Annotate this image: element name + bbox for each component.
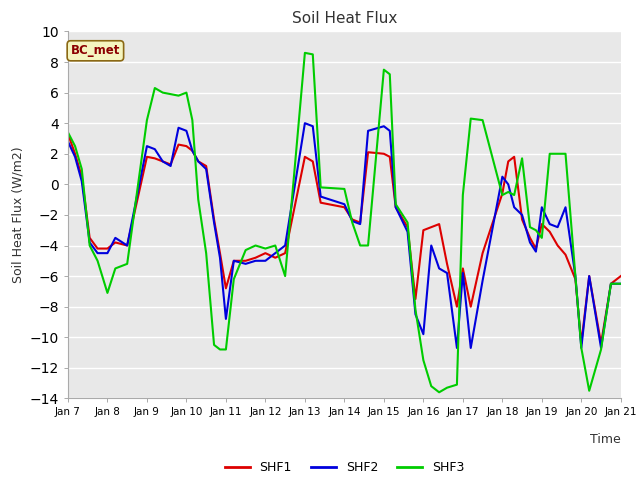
SHF1 (64, 131, 72, 137)
SHF2 (453, 345, 461, 351)
SHF1 (348, 216, 356, 222)
Line: SHF3: SHF3 (68, 53, 621, 392)
SHF1 (577, 340, 585, 346)
SHF3 (301, 50, 308, 56)
SHF2 (104, 250, 111, 256)
SHF1 (617, 273, 625, 279)
SHF2 (64, 139, 72, 144)
Title: Soil Heat Flux: Soil Heat Flux (292, 11, 397, 26)
SHF2 (175, 125, 182, 131)
SHF3 (175, 93, 182, 98)
Y-axis label: Soil Heat Flux (W/m2): Soil Heat Flux (W/m2) (11, 146, 24, 283)
SHF2 (356, 221, 364, 227)
SHF3 (419, 357, 427, 363)
SHF2 (202, 166, 210, 172)
SHF3 (435, 389, 443, 395)
X-axis label: Time: Time (590, 433, 621, 446)
SHF3 (202, 250, 210, 256)
Line: SHF1: SHF1 (68, 134, 621, 343)
SHF1 (546, 229, 554, 235)
SHF3 (104, 290, 111, 296)
SHF1 (412, 296, 419, 302)
Text: BC_met: BC_met (70, 44, 120, 57)
SHF3 (617, 281, 625, 287)
Line: SHF2: SHF2 (68, 123, 621, 348)
SHF2 (419, 331, 427, 337)
SHF3 (562, 151, 570, 156)
SHF1 (202, 163, 210, 169)
SHF1 (175, 142, 182, 147)
SHF1 (104, 246, 111, 252)
SHF3 (356, 242, 364, 248)
SHF2 (562, 204, 570, 210)
SHF2 (617, 281, 625, 287)
SHF3 (64, 130, 72, 135)
Legend: SHF1, SHF2, SHF3: SHF1, SHF2, SHF3 (220, 456, 469, 479)
SHF2 (301, 120, 308, 126)
